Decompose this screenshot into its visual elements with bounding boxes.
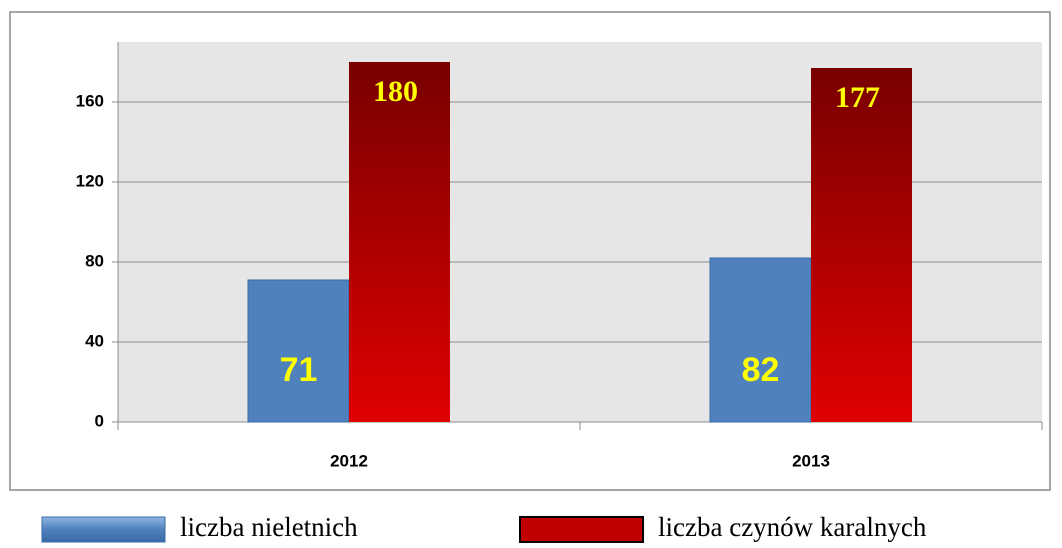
data-label: 71 bbox=[280, 351, 318, 389]
bar bbox=[247, 279, 350, 423]
y-tick-label: 80 bbox=[85, 251, 104, 270]
y-tick-label: 40 bbox=[85, 331, 104, 350]
data-label: 177 bbox=[835, 81, 880, 114]
bar bbox=[811, 68, 912, 422]
data-label: 180 bbox=[373, 75, 418, 108]
y-tick-label: 120 bbox=[76, 171, 104, 190]
legend-label: liczba czynów karalnych bbox=[658, 512, 927, 542]
x-tick-label: 2013 bbox=[792, 451, 830, 470]
y-tick-label: 160 bbox=[76, 91, 104, 110]
y-tick-label: 0 bbox=[95, 411, 104, 430]
bar bbox=[349, 62, 450, 422]
legend-label: liczba nieletnich bbox=[180, 512, 358, 542]
legend-swatch bbox=[41, 516, 166, 543]
x-tick-label: 2012 bbox=[330, 451, 368, 470]
data-label: 82 bbox=[742, 351, 780, 389]
legend-swatch bbox=[519, 516, 644, 543]
bar bbox=[709, 257, 812, 423]
